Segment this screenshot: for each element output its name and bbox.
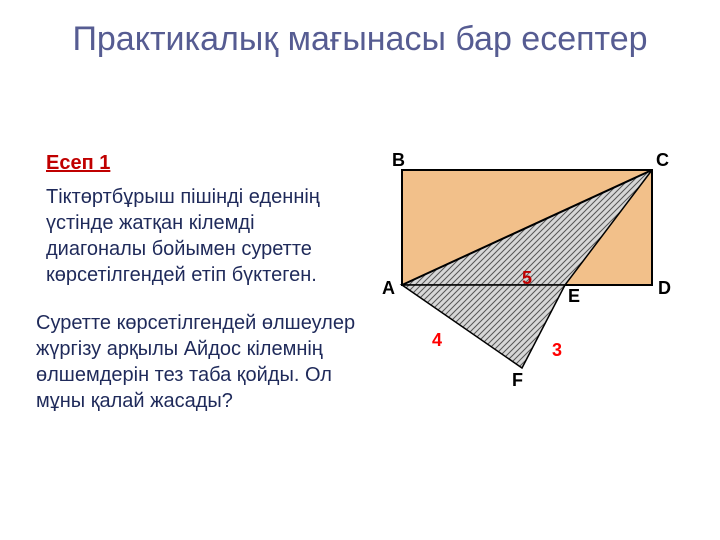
label-a: A — [382, 278, 395, 299]
label-b: B — [392, 150, 405, 171]
paragraph-1: Тіктөртбұрыш пішінді еденнің үстінде жат… — [46, 184, 356, 288]
label-e: E — [568, 286, 580, 307]
label-d: D — [658, 278, 671, 299]
measure-5: 5 — [522, 268, 532, 289]
label-c: C — [656, 150, 669, 171]
geometry-diagram: B C A D E F 4 3 5 — [382, 150, 682, 415]
measure-fe: 3 — [552, 340, 562, 361]
measure-af: 4 — [432, 330, 442, 351]
triangle-afe — [402, 285, 565, 368]
slide-title: Практикалық мағынасы бар есептер — [0, 18, 720, 61]
paragraph-2: Суретте көрсетілгендей өлшеулер жүргізу … — [36, 310, 376, 414]
label-f: F — [512, 370, 523, 391]
slide: Практикалық мағынасы бар есептер Есеп 1 … — [0, 0, 720, 540]
problem-label: Есеп 1 — [46, 152, 110, 175]
